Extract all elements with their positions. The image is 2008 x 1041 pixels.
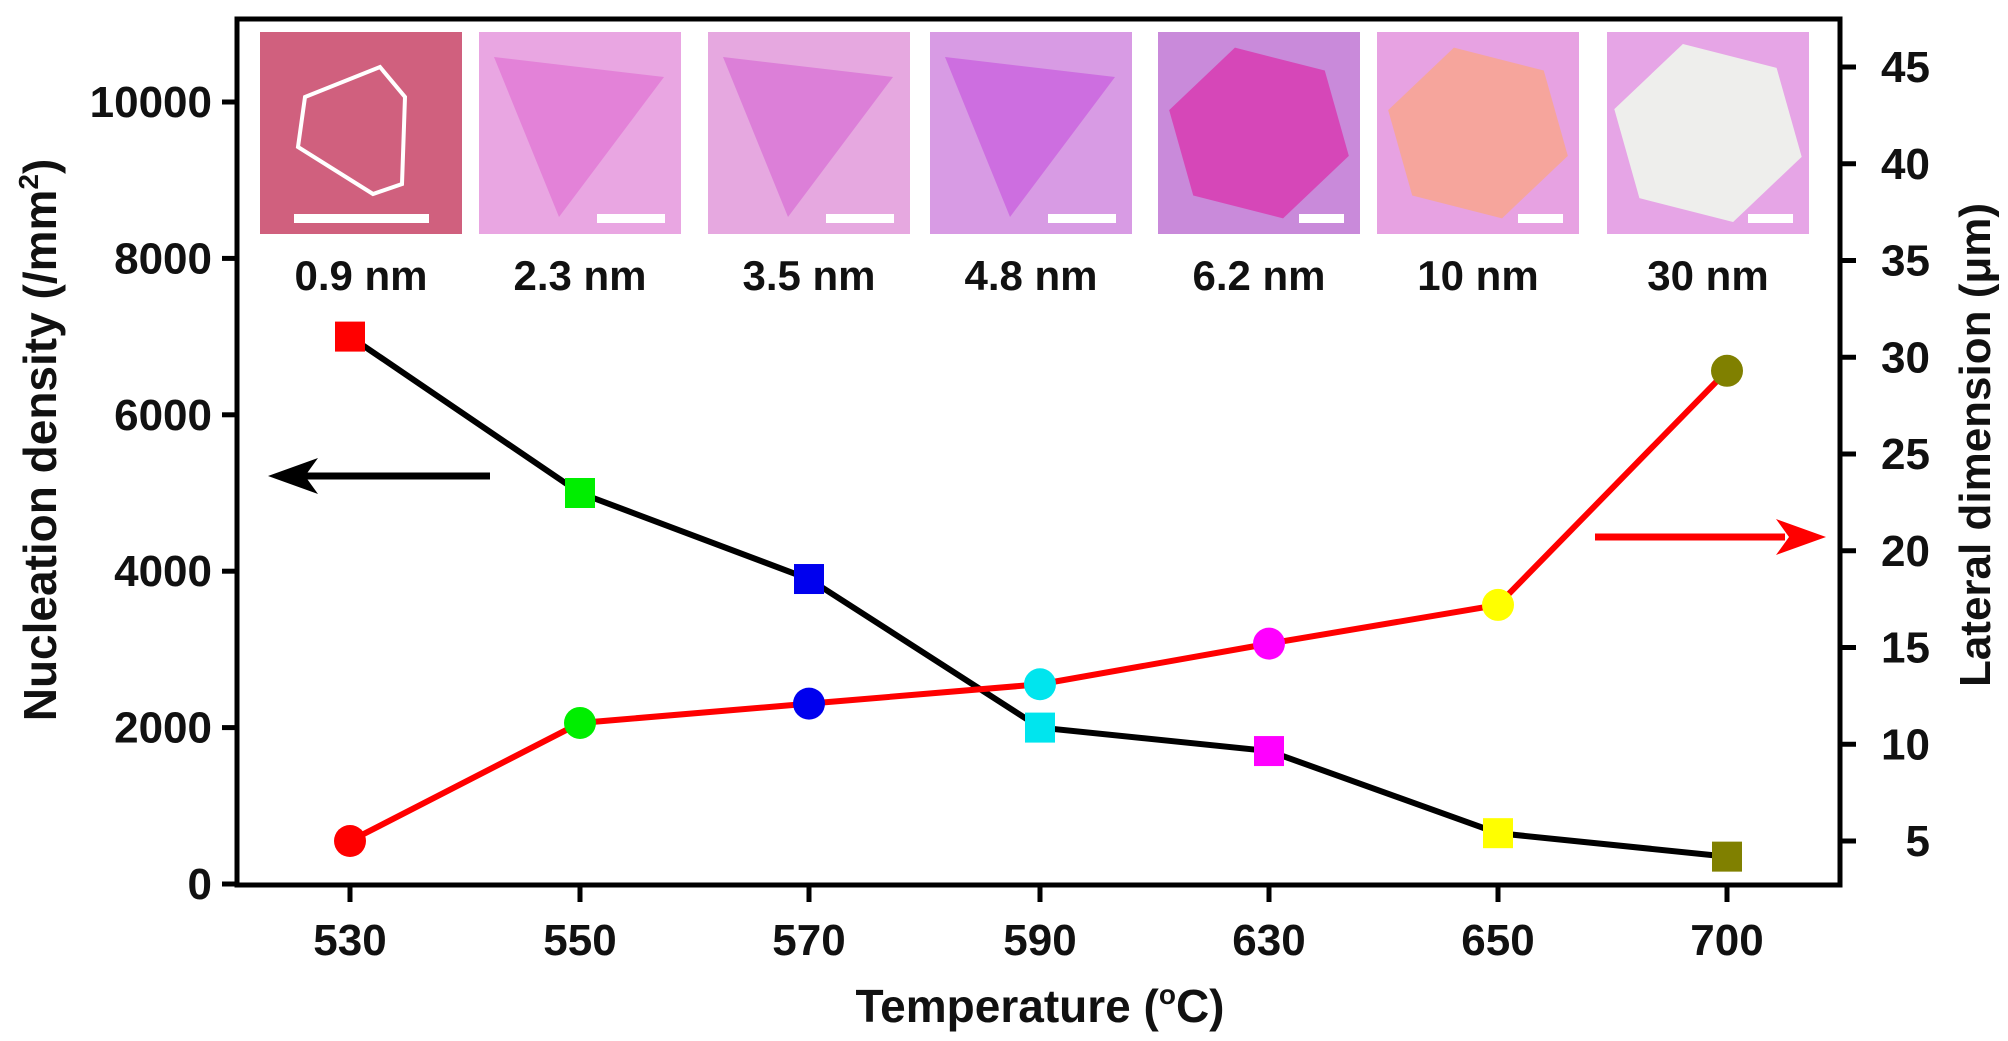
- left-y-tick-label: 2000: [114, 704, 212, 753]
- left-axis-label: Nucleation density (/mm2): [13, 159, 66, 722]
- scale-bar: [1518, 214, 1563, 223]
- left-y-tick-label: 6000: [114, 391, 212, 440]
- right-y-tick-label: 20: [1881, 527, 1930, 576]
- square-marker: [1254, 736, 1284, 767]
- x-tick-label: 590: [1003, 916, 1076, 965]
- right-y-tick-label: 45: [1881, 43, 1930, 92]
- square-marker: [565, 478, 595, 508]
- inset-crystal-hexagon: [1388, 47, 1568, 219]
- square-marker: [335, 321, 365, 352]
- circle-marker: [564, 706, 596, 739]
- circle-marker: [1024, 668, 1056, 701]
- inset-image: [260, 32, 462, 234]
- inset-thickness-label: 10 nm: [1417, 252, 1538, 299]
- left-y-tick-label: 10000: [90, 78, 212, 127]
- inset-crystal-triangle: [723, 57, 893, 217]
- right-y-tick-label: 10: [1881, 720, 1930, 769]
- left-y-tick-label: 0: [188, 860, 212, 909]
- square-marker: [1025, 712, 1055, 743]
- inset-crystal-triangle: [494, 57, 664, 217]
- scale-bar: [1748, 214, 1793, 223]
- circle-marker: [1482, 588, 1514, 621]
- left-y-tick-label: 4000: [114, 547, 212, 596]
- scale-bar: [1299, 214, 1344, 223]
- inset-crystal-hexagon: [1169, 47, 1349, 219]
- inset-thickness-label: 2.3 nm: [513, 252, 646, 299]
- right-y-tick-label: 35: [1881, 237, 1930, 286]
- right-y-tick-label: 40: [1881, 140, 1930, 189]
- right-y-tick-label: 30: [1881, 333, 1930, 382]
- x-tick-label: 630: [1232, 916, 1305, 965]
- scale-bar: [597, 214, 665, 223]
- x-tick-label: 550: [543, 916, 616, 965]
- inset-thickness-label: 4.8 nm: [964, 252, 1097, 299]
- square-marker: [1483, 818, 1513, 849]
- left-series-line: [348, 334, 1728, 860]
- circle-marker: [334, 825, 366, 857]
- scale-bar: [1048, 214, 1116, 223]
- scale-bar: [294, 214, 429, 223]
- inset-crystal-outline: [295, 64, 408, 197]
- circle-marker: [1711, 354, 1743, 387]
- inset-thickness-label: 0.9 nm: [294, 252, 427, 299]
- inset-thickness-label: 6.2 nm: [1192, 252, 1325, 299]
- x-axis-label: Temperature (oC): [856, 979, 1225, 1032]
- right-arrow: [1595, 519, 1826, 555]
- square-marker: [794, 564, 824, 595]
- inset-crystal-triangle: [945, 57, 1115, 217]
- left-y-tick-label: 8000: [114, 234, 212, 283]
- left-arrow: [268, 458, 490, 494]
- x-tick-label: 650: [1461, 916, 1534, 965]
- inset-thickness-label: 30 nm: [1647, 252, 1768, 299]
- right-series-line: [348, 368, 1730, 844]
- right-y-tick-label: 25: [1881, 430, 1930, 479]
- inset-crystal-hexagon: [1614, 43, 1802, 223]
- x-tick-label: 700: [1690, 916, 1763, 965]
- x-tick-label: 570: [772, 916, 845, 965]
- right-y-tick-label: 5: [1906, 817, 1930, 866]
- right-y-tick-label: 15: [1881, 624, 1930, 673]
- inset-thickness-label: 3.5 nm: [742, 252, 875, 299]
- circle-marker: [793, 687, 825, 720]
- x-tick-label: 530: [313, 916, 386, 965]
- square-marker: [1712, 841, 1742, 872]
- right-axis-label: Lateral dimension (μm): [1951, 203, 2000, 687]
- circle-marker: [1253, 627, 1285, 660]
- scale-bar: [826, 214, 894, 223]
